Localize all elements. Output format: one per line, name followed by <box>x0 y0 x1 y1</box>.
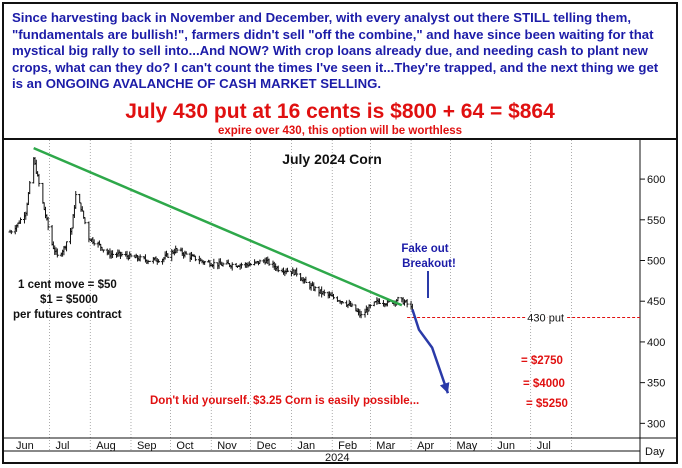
price-bars <box>8 157 414 319</box>
price-bar <box>46 216 50 231</box>
x-tick-label: Apr <box>417 440 434 452</box>
price-bar <box>322 289 326 297</box>
downtrend-line <box>33 146 403 307</box>
loss-value-1: = $2750 <box>521 355 563 367</box>
price-bar <box>120 251 124 257</box>
month-gridlines <box>49 140 572 451</box>
price-bar <box>111 250 115 259</box>
y-tick-label: 350 <box>647 378 665 390</box>
option-subline: expire over 430, this option will be wor… <box>217 125 463 137</box>
loss-value-2: = $4000 <box>523 378 565 390</box>
y-tick-label: 550 <box>647 215 665 227</box>
price-bar <box>184 251 188 255</box>
put-strike-label: 430 put <box>527 312 564 324</box>
price-bar <box>138 254 142 262</box>
loss-value-3: = $5250 <box>526 398 568 410</box>
projection-path <box>411 308 450 394</box>
price-bar <box>350 302 354 308</box>
y-tick-label: 300 <box>647 418 665 430</box>
price-bar <box>258 259 262 264</box>
price-bar <box>157 259 161 263</box>
price-bar <box>55 248 59 258</box>
price-bar <box>28 181 32 195</box>
price-bar <box>276 265 280 273</box>
x-tick-label: Mar <box>376 440 395 452</box>
x-tick-label: Jul <box>55 440 69 452</box>
x-axis-ticks: Jun Jul Aug Sep Oct Nov Dec Jan Feb Mar Apr May Jun J… <box>16 440 551 452</box>
price-bar <box>65 241 69 252</box>
price-bar <box>147 260 151 262</box>
price-bar <box>249 262 253 266</box>
x-tick-label: Feb <box>338 440 357 452</box>
x-tick-label: Nov <box>217 440 237 452</box>
y-tick-label: 400 <box>647 337 665 349</box>
option-headline: July 430 put at 16 cents is $800 + 64 = … <box>125 100 555 123</box>
price-bar <box>295 267 299 277</box>
price-bar <box>405 299 409 308</box>
x-tick-label: May <box>457 440 478 452</box>
fakeout-label-1: Fake out <box>401 243 448 255</box>
price-bar <box>212 258 216 269</box>
price-bar <box>285 267 289 273</box>
price-bar <box>230 262 234 271</box>
price-bar <box>37 173 41 187</box>
price-bar <box>78 193 82 204</box>
fakeout-label-2: Breakout! <box>402 258 456 270</box>
contract-note-1: 1 cent move = $50 <box>18 279 117 291</box>
x-unit-label: Day <box>645 446 665 458</box>
x-tick-label: Aug <box>96 440 116 452</box>
warning-text: Don't kid yourself. $3.25 Corn is easily… <box>150 395 419 407</box>
price-bar <box>267 258 271 266</box>
price-bar <box>396 296 400 302</box>
projection-arrowhead <box>439 382 450 394</box>
price-bar <box>368 304 372 309</box>
price-bar <box>74 191 78 209</box>
price-bar <box>203 260 207 265</box>
contract-note-2: $1 = $5000 <box>40 294 98 306</box>
y-tick-label: 600 <box>647 174 665 186</box>
chart-frame: Since harvesting back in November and De… <box>2 2 678 464</box>
price-bar <box>9 230 13 235</box>
price-bar <box>129 253 133 257</box>
price-bar <box>378 298 382 305</box>
y-tick-label: 450 <box>647 296 665 308</box>
year-label: 2024 <box>325 452 349 462</box>
price-bar <box>193 255 197 262</box>
commentary-text: Since harvesting back in November and De… <box>12 10 659 92</box>
price-bar <box>92 239 96 246</box>
chart-title: July 2024 Corn <box>282 151 382 167</box>
x-tick-label: Jul <box>537 440 551 452</box>
price-bar <box>313 286 317 292</box>
x-tick-label: Dec <box>257 440 277 452</box>
price-bar <box>101 249 105 253</box>
y-axis-ticks: 300 350 400 450 500 550 600 <box>640 174 665 430</box>
y-tick-label: 500 <box>647 256 665 268</box>
price-bar <box>166 253 170 258</box>
x-tick-label: Oct <box>176 440 193 452</box>
price-bar <box>175 247 179 253</box>
price-bar <box>331 293 335 300</box>
price-bar <box>239 262 243 269</box>
x-tick-label: Jun <box>497 440 515 452</box>
price-bar <box>221 262 225 267</box>
price-bar <box>19 217 23 224</box>
corn-price-chart: 300 350 400 450 500 550 600 Jun Jul Aug Sep Oct Nov… <box>4 140 676 462</box>
x-tick-label: Jan <box>297 440 315 452</box>
price-bar <box>341 300 345 304</box>
commentary-header: Since harvesting back in November and De… <box>4 4 676 140</box>
x-tick-label: Sep <box>137 440 157 452</box>
x-tick-label: Jun <box>16 440 34 452</box>
price-bar <box>41 182 45 204</box>
price-bar <box>304 276 308 283</box>
price-bar <box>359 310 363 319</box>
price-bar <box>83 217 87 225</box>
contract-note-3: per futures contract <box>13 309 122 321</box>
